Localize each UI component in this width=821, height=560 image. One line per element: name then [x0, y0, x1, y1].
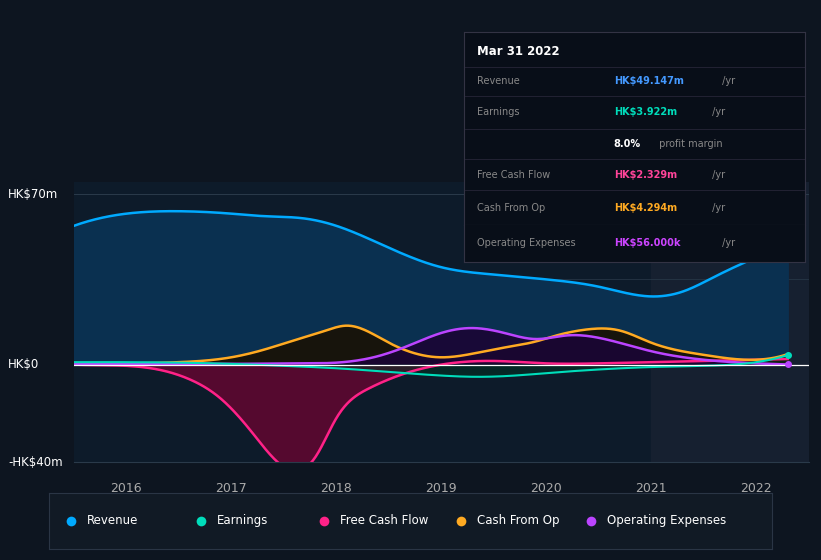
Text: 2021: 2021 [635, 482, 667, 494]
Text: -HK$40m: -HK$40m [8, 455, 63, 469]
Text: HK$56.000k: HK$56.000k [614, 239, 681, 248]
Text: Free Cash Flow: Free Cash Flow [340, 514, 428, 528]
Text: /yr: /yr [709, 203, 725, 213]
Text: /yr: /yr [709, 107, 725, 117]
Text: 2017: 2017 [215, 482, 247, 494]
Text: Earnings: Earnings [478, 107, 520, 117]
Text: HK$4.294m: HK$4.294m [614, 203, 677, 213]
Text: HK$0: HK$0 [8, 358, 39, 371]
Text: /yr: /yr [719, 76, 736, 86]
Text: profit margin: profit margin [656, 139, 722, 149]
Text: HK$70m: HK$70m [8, 188, 58, 200]
Text: Earnings: Earnings [217, 514, 268, 528]
Text: 2022: 2022 [741, 482, 772, 494]
Text: Revenue: Revenue [478, 76, 521, 86]
Text: HK$49.147m: HK$49.147m [614, 76, 684, 86]
Text: 2018: 2018 [320, 482, 352, 494]
Text: Cash From Op: Cash From Op [478, 203, 546, 213]
Text: /yr: /yr [719, 239, 736, 248]
Text: Operating Expenses: Operating Expenses [478, 239, 576, 248]
Bar [651, 182, 809, 462]
Text: HK$2.329m: HK$2.329m [614, 170, 677, 180]
Text: 2020: 2020 [530, 482, 562, 494]
Text: /yr: /yr [709, 170, 725, 180]
Text: 8.0%: 8.0% [614, 139, 641, 149]
Text: Revenue: Revenue [87, 514, 138, 528]
Text: 2016: 2016 [111, 482, 142, 494]
Text: Free Cash Flow: Free Cash Flow [478, 170, 551, 180]
Text: 2019: 2019 [425, 482, 457, 494]
Text: Mar 31 2022: Mar 31 2022 [478, 45, 560, 58]
Text: HK$3.922m: HK$3.922m [614, 107, 677, 117]
Text: Cash From Op: Cash From Op [477, 514, 559, 528]
Text: Operating Expenses: Operating Expenses [607, 514, 727, 528]
